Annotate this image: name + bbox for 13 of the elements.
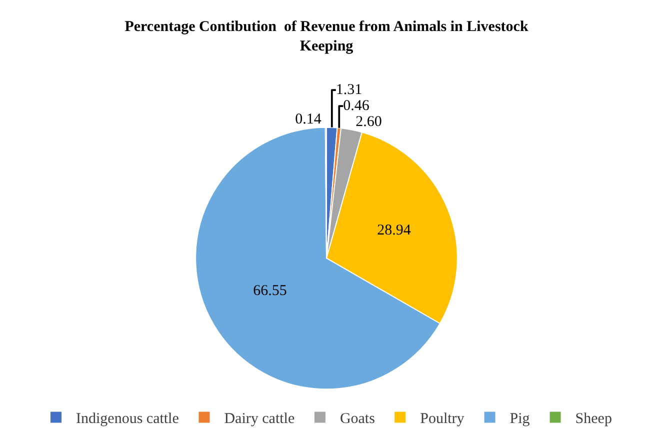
chart-title: Percentage Contibution of Revenue from Animals in Livestock Keeping: [124, 19, 529, 55]
data-label: 1.31: [336, 82, 362, 98]
legend-label: Indigenous cattle: [76, 411, 180, 428]
data-label: 2.60: [356, 114, 382, 130]
data-label: 28.94: [377, 222, 412, 239]
legend-label: Sheep: [575, 411, 612, 428]
legend-label: Pig: [510, 411, 530, 428]
data-label: 0.46: [343, 98, 370, 114]
data-label: 66.55: [253, 283, 287, 300]
legend-label: Goats: [340, 411, 376, 428]
legend-label: Dairy cattle: [224, 411, 295, 428]
data-label: 0.14: [295, 111, 322, 128]
legend-label: Poultry: [420, 411, 465, 428]
